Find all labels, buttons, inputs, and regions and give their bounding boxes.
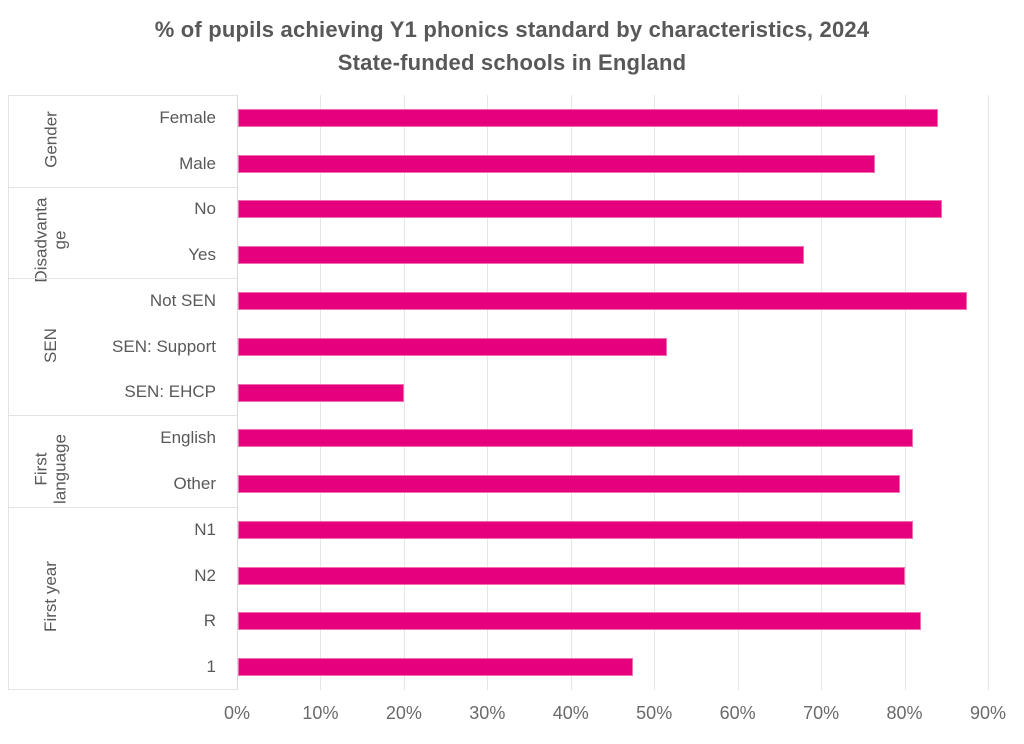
bar-no <box>238 200 943 219</box>
row-label-no: No <box>194 199 216 219</box>
group-label-gender: Gender <box>41 110 61 168</box>
row-label-female: Female <box>159 107 216 127</box>
row-label-n1: N1 <box>194 519 216 539</box>
chart-title-line2: State-funded schools in England <box>337 50 687 75</box>
bar-male <box>238 154 876 173</box>
x-tick-label-10: 10% <box>302 703 339 723</box>
x-tick-label-90: 90% <box>969 703 1006 723</box>
gridline-20 <box>403 95 405 690</box>
row-label-not-sen: Not SEN <box>149 290 216 310</box>
group-label-disadvantage: Disadvantage <box>31 197 70 283</box>
row-label-1: 1 <box>206 657 216 677</box>
x-tick-label-20: 20% <box>385 703 422 723</box>
bar-n2 <box>238 566 905 585</box>
x-tick-label-30: 30% <box>469 703 506 723</box>
row-label-english: English <box>160 428 216 448</box>
row-label-r: R <box>203 611 216 631</box>
y-axis-line <box>237 95 238 690</box>
group-box-gender <box>8 95 237 187</box>
x-tick-label-0: 0% <box>223 703 250 723</box>
x-tick-label-80: 80% <box>886 703 923 723</box>
bar-1 <box>238 658 634 677</box>
group-label-first-language: First language <box>31 434 70 505</box>
chart-title-line1: % of pupils achieving Y1 phonics standar… <box>154 17 870 42</box>
bar-sen-support <box>238 337 667 356</box>
bar-r <box>238 612 922 631</box>
gridline-90 <box>987 95 989 690</box>
bar-english <box>238 429 913 448</box>
group-box-disadvantage <box>8 186 237 279</box>
row-label-sen-support: SEN: Support <box>112 336 216 356</box>
bar-other <box>238 475 901 494</box>
gridline-60 <box>737 95 739 690</box>
bar-yes <box>238 246 805 265</box>
x-tick-label-60: 60% <box>719 703 756 723</box>
bar-female <box>238 108 938 127</box>
row-label-yes: Yes <box>188 245 216 265</box>
x-tick-label-50: 50% <box>636 703 673 723</box>
group-box-sen <box>8 278 237 416</box>
row-label-male: Male <box>179 153 216 173</box>
group-label-first-year: First year <box>41 561 61 633</box>
row-label-n2: N2 <box>194 565 216 585</box>
bar-not-sen <box>238 291 968 310</box>
row-label-other: Other <box>173 474 216 494</box>
row-label-sen-ehcp: SEN: EHCP <box>124 382 216 402</box>
gridline-70 <box>821 95 823 690</box>
gridline-50 <box>654 95 656 690</box>
bar-n1 <box>238 520 913 539</box>
group-box-first-year <box>8 506 237 690</box>
x-tick-label-70: 70% <box>803 703 840 723</box>
group-box-first-language <box>8 415 237 507</box>
gridline-80 <box>904 95 906 690</box>
x-tick-label-40: 40% <box>552 703 589 723</box>
gridline-40 <box>570 95 572 690</box>
bar-sen-ehcp <box>238 383 404 402</box>
gridline-30 <box>487 95 489 690</box>
group-label-sen: SEN <box>41 327 61 363</box>
